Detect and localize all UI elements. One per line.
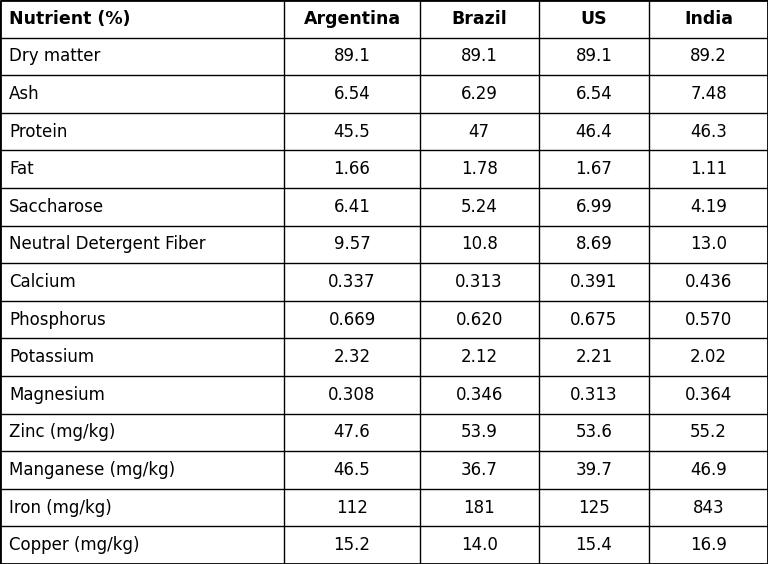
Text: 47.6: 47.6	[333, 424, 370, 442]
Text: Neutral Detergent Fiber: Neutral Detergent Fiber	[9, 235, 206, 253]
Text: 0.391: 0.391	[570, 273, 617, 291]
Text: Iron (mg/kg): Iron (mg/kg)	[9, 499, 112, 517]
Text: Phosphorus: Phosphorus	[9, 311, 106, 329]
Text: Ash: Ash	[9, 85, 40, 103]
Text: 9.57: 9.57	[333, 235, 370, 253]
Text: 0.346: 0.346	[455, 386, 503, 404]
Text: 15.4: 15.4	[575, 536, 612, 554]
Text: 0.313: 0.313	[570, 386, 617, 404]
Text: Fat: Fat	[9, 160, 34, 178]
Text: 55.2: 55.2	[690, 424, 727, 442]
Text: 2.02: 2.02	[690, 348, 727, 366]
Text: 112: 112	[336, 499, 368, 517]
Text: 39.7: 39.7	[575, 461, 612, 479]
Text: 89.1: 89.1	[575, 47, 612, 65]
Text: 6.29: 6.29	[461, 85, 498, 103]
Text: 0.675: 0.675	[571, 311, 617, 329]
Text: 0.436: 0.436	[685, 273, 732, 291]
Text: 2.32: 2.32	[333, 348, 371, 366]
Text: Magnesium: Magnesium	[9, 386, 105, 404]
Text: Calcium: Calcium	[9, 273, 76, 291]
Text: Potassium: Potassium	[9, 348, 94, 366]
Text: 53.9: 53.9	[461, 424, 498, 442]
Text: 2.12: 2.12	[461, 348, 498, 366]
Text: 45.5: 45.5	[333, 122, 370, 140]
Text: 6.99: 6.99	[575, 198, 612, 216]
Text: 89.1: 89.1	[333, 47, 370, 65]
Text: 4.19: 4.19	[690, 198, 727, 216]
Text: 0.620: 0.620	[455, 311, 503, 329]
Text: India: India	[684, 10, 733, 28]
Text: 1.11: 1.11	[690, 160, 727, 178]
Text: 36.7: 36.7	[461, 461, 498, 479]
Text: 47: 47	[468, 122, 490, 140]
Text: 1.66: 1.66	[333, 160, 370, 178]
Text: 46.3: 46.3	[690, 122, 727, 140]
Text: 10.8: 10.8	[461, 235, 498, 253]
Text: 0.313: 0.313	[455, 273, 503, 291]
Text: 843: 843	[693, 499, 724, 517]
Text: 14.0: 14.0	[461, 536, 498, 554]
Text: 46.5: 46.5	[333, 461, 370, 479]
Text: 0.570: 0.570	[685, 311, 732, 329]
Text: 6.41: 6.41	[333, 198, 370, 216]
Text: 53.6: 53.6	[575, 424, 612, 442]
Text: 16.9: 16.9	[690, 536, 727, 554]
Text: 1.67: 1.67	[575, 160, 612, 178]
Text: Dry matter: Dry matter	[9, 47, 101, 65]
Text: 8.69: 8.69	[575, 235, 612, 253]
Text: Zinc (mg/kg): Zinc (mg/kg)	[9, 424, 116, 442]
Text: Protein: Protein	[9, 122, 68, 140]
Text: Nutrient (%): Nutrient (%)	[9, 10, 131, 28]
Text: 125: 125	[578, 499, 610, 517]
Text: Manganese (mg/kg): Manganese (mg/kg)	[9, 461, 175, 479]
Text: Argentina: Argentina	[303, 10, 401, 28]
Text: 6.54: 6.54	[333, 85, 370, 103]
Text: 13.0: 13.0	[690, 235, 727, 253]
Text: Copper (mg/kg): Copper (mg/kg)	[9, 536, 140, 554]
Text: 15.2: 15.2	[333, 536, 370, 554]
Text: 89.2: 89.2	[690, 47, 727, 65]
Text: 46.9: 46.9	[690, 461, 727, 479]
Text: 7.48: 7.48	[690, 85, 727, 103]
Text: Saccharose: Saccharose	[9, 198, 104, 216]
Text: 0.308: 0.308	[328, 386, 376, 404]
Text: 5.24: 5.24	[461, 198, 498, 216]
Text: 0.364: 0.364	[685, 386, 732, 404]
Text: US: US	[581, 10, 607, 28]
Text: 0.669: 0.669	[329, 311, 376, 329]
Text: 89.1: 89.1	[461, 47, 498, 65]
Text: 2.21: 2.21	[575, 348, 612, 366]
Text: 6.54: 6.54	[575, 85, 612, 103]
Text: 181: 181	[463, 499, 495, 517]
Text: 0.337: 0.337	[328, 273, 376, 291]
Text: 46.4: 46.4	[575, 122, 612, 140]
Text: 1.78: 1.78	[461, 160, 498, 178]
Text: Brazil: Brazil	[452, 10, 507, 28]
